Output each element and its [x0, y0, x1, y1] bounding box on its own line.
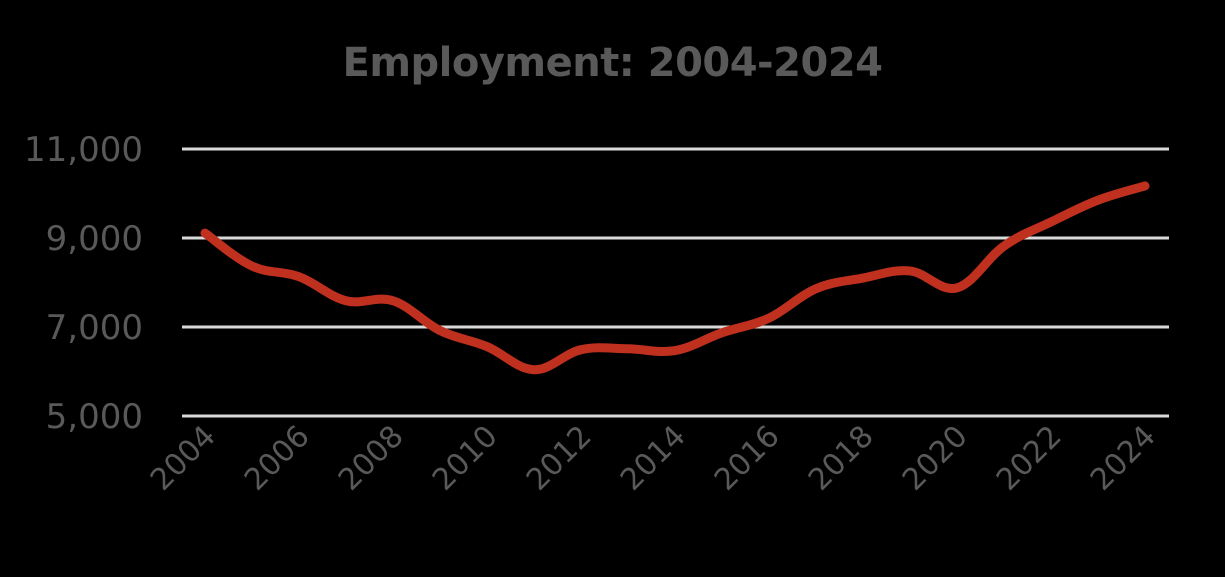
y-tick-label: 7,000	[46, 308, 143, 348]
y-tick-label: 9,000	[46, 219, 143, 259]
x-tick-label: 2022	[990, 419, 1069, 498]
y-tick-label: 5,000	[46, 397, 143, 437]
x-tick-label: 2006	[238, 419, 317, 498]
x-axis-labels: 2004 2006 2008 2010 2012 2014 2016 2018 2020 2022…	[144, 419, 1163, 498]
x-tick-label: 2008	[332, 419, 411, 498]
x-tick-label: 2016	[708, 419, 787, 498]
x-tick-label: 2004	[144, 419, 223, 498]
gridlines	[182, 147, 1169, 418]
x-tick-label: 2014	[614, 419, 693, 498]
employment-line	[200, 181, 1150, 375]
x-tick-label: 2010	[426, 419, 505, 498]
y-tick-label: 11,000	[24, 130, 143, 170]
x-tick-label: 2024	[1084, 419, 1163, 498]
x-tick-label: 2020	[896, 419, 975, 498]
x-tick-label: 2012	[520, 419, 599, 498]
chart-title: Employment: 2004-2024	[342, 40, 884, 86]
y-axis-labels: 5,000 7,000 9,000 11,000	[24, 130, 143, 437]
x-tick-label: 2018	[802, 419, 881, 498]
